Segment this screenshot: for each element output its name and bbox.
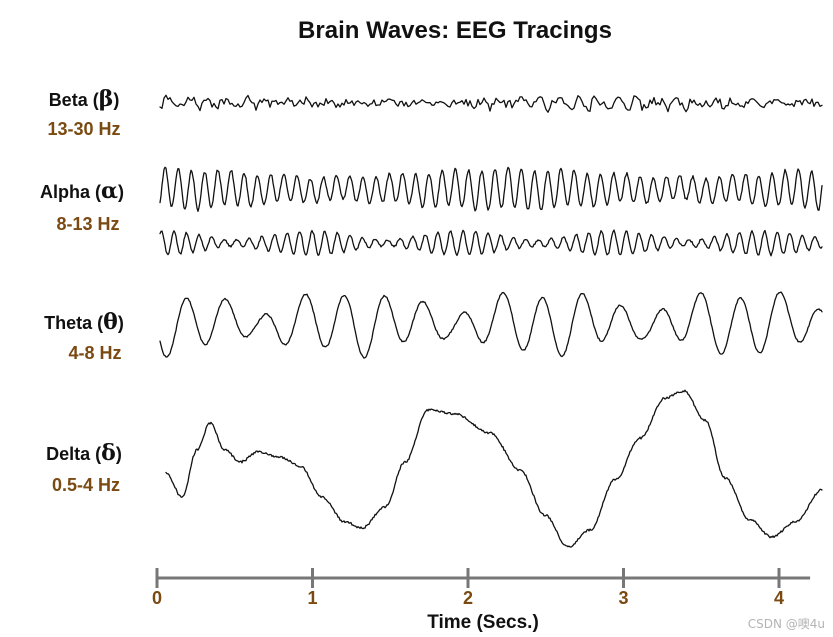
band-symbol-theta: θ [103,309,118,335]
beta-wave-trace [159,94,823,113]
time-axis-tick-label: 1 [307,588,317,608]
band-range-alpha: 8-13 Hz [56,214,119,234]
time-axis-title: Time (Secs.) [427,612,539,633]
figure-title: Brain Waves: EEG Tracings [298,17,612,44]
band-symbol-alpha: α [101,178,118,204]
time-axis-tick-label: 2 [463,588,473,608]
time-axis-tick-label: 0 [152,588,162,608]
band-name-beta: Beta [49,90,89,110]
band-label-alpha: Alpha (α) [40,178,124,204]
theta-wave-trace [159,291,823,359]
band-label-delta: Delta (δ) [46,440,122,466]
band-name-delta: Delta [46,444,91,464]
time-axis: 0 1 2 3 4 [152,568,811,608]
band-label-beta: Beta (β) [49,86,120,112]
alpha-wave-trace-1 [159,166,823,212]
band-symbol-delta: δ [101,440,116,466]
band-label-theta: Theta (θ) [44,309,124,335]
time-axis-tick-label: 4 [774,588,784,608]
band-range-delta: 0.5-4 Hz [52,475,120,495]
band-name-theta: Theta [44,313,93,333]
watermark: CSDN @噢4u [748,617,825,631]
band-name-alpha: Alpha [40,182,91,202]
delta-wave-trace [165,389,823,548]
band-range-theta: 4-8 Hz [68,343,121,363]
band-symbol-beta: β [99,86,114,112]
time-axis-tick-label: 3 [618,588,628,608]
band-range-beta: 13-30 Hz [47,119,120,139]
alpha-wave-trace-2 [159,229,823,257]
